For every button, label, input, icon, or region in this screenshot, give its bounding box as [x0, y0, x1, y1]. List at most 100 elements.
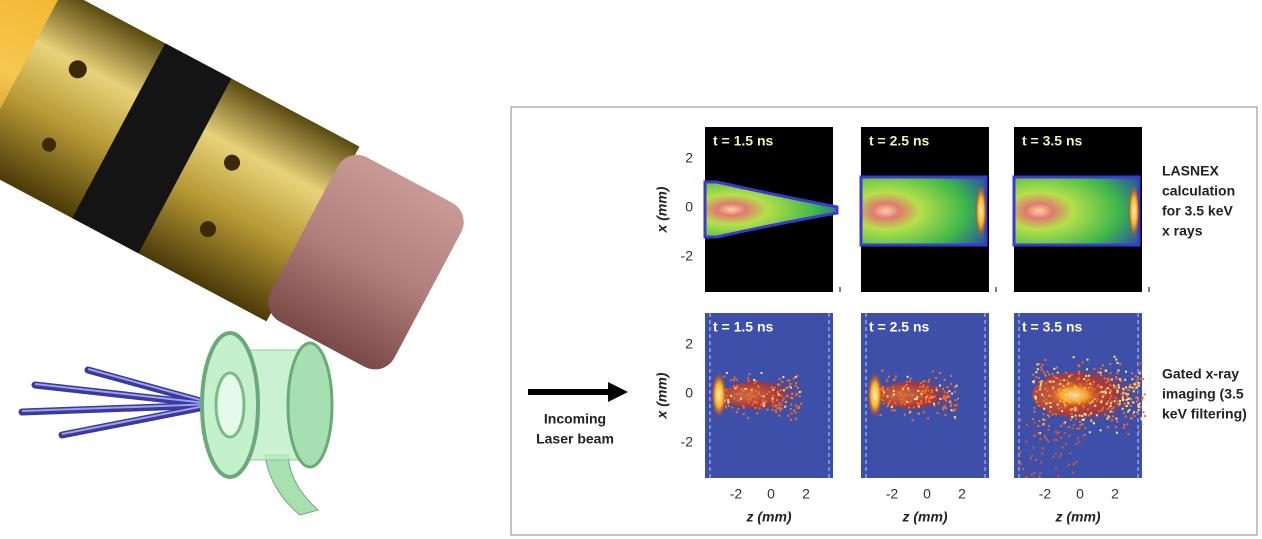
- speckle: [916, 396, 918, 398]
- y-tick-label: 2: [685, 150, 693, 166]
- speckle: [1086, 368, 1088, 370]
- speckle: [799, 391, 801, 393]
- speckle: [796, 393, 798, 395]
- speckle: [772, 397, 774, 399]
- speckle: [740, 389, 742, 391]
- speckle: [1131, 387, 1133, 389]
- speckle: [793, 378, 795, 380]
- speckle: [1076, 428, 1078, 430]
- speckle: [786, 395, 788, 397]
- speckle: [1100, 374, 1102, 376]
- speckle: [1056, 432, 1058, 434]
- speckle: [1040, 366, 1042, 368]
- speckle: [1077, 437, 1079, 439]
- speckle: [1128, 389, 1130, 391]
- speckle: [1117, 369, 1119, 371]
- speckle: [1034, 422, 1036, 424]
- speckle: [912, 394, 914, 396]
- speckle: [1019, 461, 1021, 463]
- hohlraum-illustration: [22, 333, 332, 515]
- speckle: [1125, 416, 1127, 418]
- speckle: [1112, 411, 1114, 413]
- speckle: [891, 397, 893, 399]
- speckle: [775, 404, 777, 406]
- speckle: [912, 419, 914, 421]
- speckle: [1074, 409, 1076, 411]
- speckle: [735, 393, 737, 395]
- y-tick-label: 0: [685, 385, 693, 401]
- speckle: [943, 407, 945, 409]
- speckle: [1047, 414, 1049, 416]
- speckle: [931, 389, 933, 391]
- speckle: [954, 386, 956, 388]
- speckle: [899, 394, 901, 396]
- speckle: [733, 379, 735, 381]
- speckle: [1090, 420, 1092, 422]
- speckle: [893, 379, 895, 381]
- speckle: [923, 411, 925, 413]
- speckle: [1060, 453, 1062, 455]
- speckle: [749, 398, 751, 400]
- speckle: [780, 395, 782, 397]
- speckle: [733, 385, 735, 387]
- speckle: [1022, 468, 1024, 470]
- speckle: [945, 407, 947, 409]
- image-frame: [1014, 313, 1146, 478]
- speckle: [1087, 408, 1089, 410]
- speckle: [1036, 401, 1038, 403]
- speckle: [910, 394, 912, 396]
- speckle: [1123, 427, 1125, 429]
- image-frame: [705, 313, 833, 478]
- speckle: [925, 396, 927, 398]
- speckle: [1121, 393, 1123, 395]
- speckle: [1032, 418, 1034, 420]
- speckle: [1052, 413, 1054, 415]
- speckle: [1019, 463, 1021, 465]
- y-tick-label: -2: [681, 248, 694, 264]
- speckle: [1118, 387, 1120, 389]
- speckle: [1020, 419, 1022, 421]
- speckle: [736, 379, 738, 381]
- speckle: [750, 397, 752, 399]
- speckle: [1137, 404, 1139, 406]
- speckle: [763, 405, 765, 407]
- speckle: [1080, 424, 1082, 426]
- speckle: [1032, 374, 1034, 376]
- speckle: [1033, 435, 1035, 437]
- row-label: Gated x-ray: [1162, 366, 1239, 382]
- speckle: [948, 396, 950, 398]
- speckle: [1113, 385, 1115, 387]
- speckle: [1102, 408, 1104, 410]
- x-tick-label: 2: [958, 486, 966, 502]
- speckle: [1041, 453, 1043, 455]
- speckle: [893, 390, 895, 392]
- speckle: [1053, 368, 1055, 370]
- x-tick-label: 0: [1076, 486, 1084, 502]
- speckle: [740, 398, 742, 400]
- speckle: [1141, 417, 1143, 419]
- speckle: [1108, 415, 1110, 417]
- speckle: [1068, 375, 1070, 377]
- speckle: [935, 387, 937, 389]
- speckle: [1039, 432, 1041, 434]
- speckle: [797, 387, 799, 389]
- speckle: [1142, 411, 1144, 413]
- speckle: [950, 375, 952, 377]
- speckle: [1100, 368, 1102, 370]
- speckle: [936, 389, 938, 391]
- speckle: [1030, 457, 1032, 459]
- speckle: [772, 389, 774, 391]
- speckle: [1083, 413, 1085, 415]
- speckle: [1031, 474, 1033, 476]
- speckle: [1079, 421, 1081, 423]
- row-label: x rays: [1162, 223, 1203, 239]
- arrow-label: Laser beam: [536, 431, 614, 447]
- speckle: [927, 386, 929, 388]
- speckle: [775, 411, 777, 413]
- speckle: [1037, 432, 1039, 434]
- speckle: [944, 379, 946, 381]
- speckle: [783, 389, 785, 391]
- speckle: [766, 393, 768, 395]
- y-axis-label: x (mm): [654, 186, 670, 233]
- speckle: [1041, 380, 1043, 382]
